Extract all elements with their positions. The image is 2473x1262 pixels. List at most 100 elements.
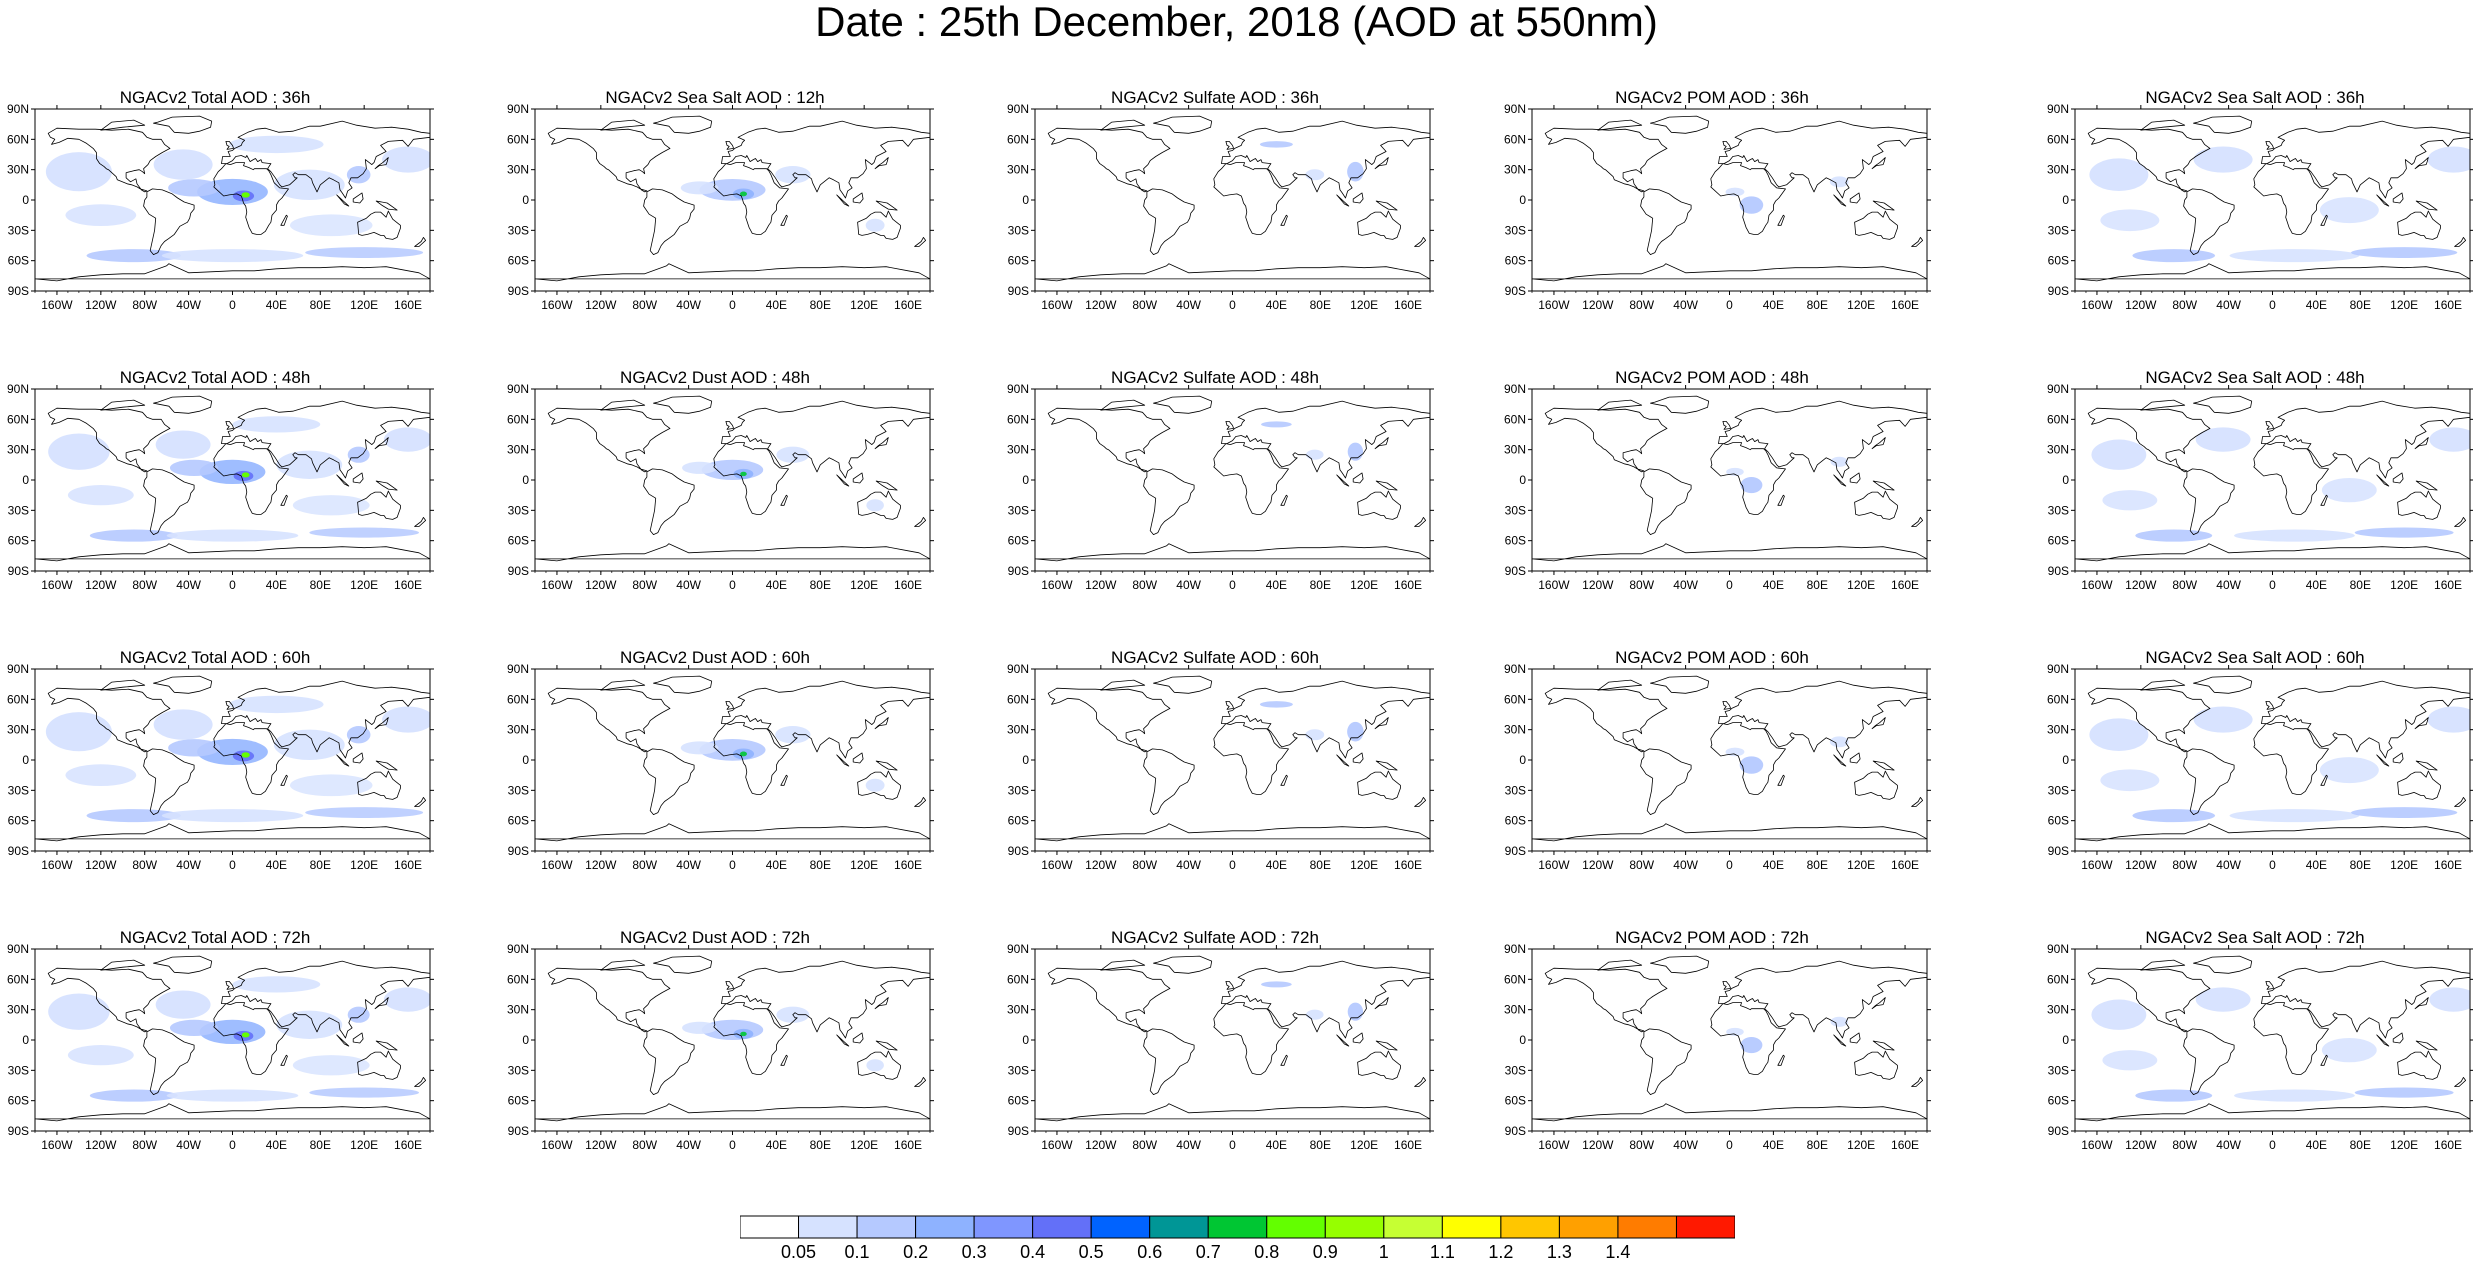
aod-field (535, 675, 930, 842)
lon-tick-label: 40W (1673, 578, 1698, 592)
panel-title: NGACv2 POM AOD : 60h (1615, 648, 1809, 667)
colorbar-level-label: 0.05 (780, 1242, 817, 1262)
coastline (1544, 967, 1668, 1033)
lon-tick-label: 120W (1085, 1138, 1117, 1152)
lon-tick-label: 160E (2434, 1138, 2462, 1152)
coastline (2454, 1076, 2467, 1087)
aod-shading (168, 739, 221, 757)
lat-tick-label: 30S (1008, 1063, 1029, 1077)
coastline (336, 474, 350, 487)
coastline (2140, 959, 2186, 971)
lon-tick-label: 80E (310, 1138, 331, 1152)
lat-tick-label: 30S (1008, 783, 1029, 797)
coastline (100, 119, 146, 131)
lon-tick-label: 160E (394, 858, 422, 872)
coastline (352, 192, 364, 204)
coastline (1374, 157, 1389, 170)
lon-tick-label: 160E (1394, 858, 1422, 872)
coastline (1143, 468, 1195, 536)
lon-tick-label: 40W (1176, 858, 1201, 872)
lat-tick-label: 90S (1008, 844, 1029, 858)
lat-tick-label: 30S (1505, 223, 1526, 237)
lon-tick-label: 40W (2216, 1138, 2241, 1152)
coastline (143, 1028, 195, 1096)
lat-tick-label: 30S (1505, 783, 1526, 797)
coastline (1640, 1028, 1692, 1096)
coastline (914, 796, 927, 807)
coastline (1597, 679, 1643, 691)
lat-tick-label: 90S (8, 1124, 29, 1138)
coastline (2261, 680, 2470, 759)
lat-tick-label: 60S (8, 254, 29, 268)
aod-shading (67, 1045, 134, 1066)
colorbar-level-label: 0.4 (1020, 1242, 1046, 1262)
lon-tick-label: 160W (1041, 1138, 1073, 1152)
coastline (357, 490, 401, 520)
lon-tick-label: 80W (132, 578, 157, 592)
coastline (47, 967, 171, 1033)
coastline (2183, 748, 2235, 816)
lon-tick-label: 160E (394, 1138, 422, 1152)
aod-shading (65, 204, 137, 227)
map-frame (2074, 668, 2471, 852)
lon-tick-label: 80E (1310, 298, 1331, 312)
lon-tick-label: 40W (176, 298, 201, 312)
colorbar-swatch (1090, 1215, 1151, 1239)
lon-tick-label: 0 (1229, 1138, 1236, 1152)
coastline (1414, 1076, 1427, 1087)
lon-tick-label: 0 (729, 858, 736, 872)
aod-shading (86, 809, 181, 823)
aod-field (35, 115, 430, 282)
lon-tick-label: 80W (632, 578, 657, 592)
lon-tick-label: 160W (541, 578, 573, 592)
aod-shading (740, 471, 747, 477)
lat-tick-label: 90S (1505, 1124, 1526, 1138)
lat-tick-label: 90N (2047, 102, 2069, 116)
lon-tick-label: 160W (541, 1138, 573, 1152)
coastline (1414, 796, 1427, 807)
coastline (143, 748, 195, 816)
lat-tick-label: 0 (22, 753, 29, 767)
coastline (852, 752, 864, 764)
coastline (857, 490, 901, 520)
aod-shading (1261, 421, 1292, 428)
coastline (213, 162, 289, 235)
coastline (1833, 754, 1847, 767)
lon-tick-label: 40E (2306, 858, 2327, 872)
lon-tick-label: 80W (132, 298, 157, 312)
aod-shading (1830, 456, 1848, 467)
coastline (374, 157, 389, 170)
coastline (2140, 119, 2186, 131)
aod-field (1035, 115, 1430, 282)
lat-tick-label: 90S (2048, 1124, 2069, 1138)
aod-shading (2427, 146, 2470, 173)
lon-tick-label: 40W (676, 298, 701, 312)
coastline (100, 399, 146, 411)
coastline (2392, 752, 2404, 764)
lat-tick-label: 0 (1022, 193, 1029, 207)
coastline (725, 701, 735, 710)
coastline (874, 437, 889, 450)
aod-shading (2351, 247, 2458, 259)
map-panel-pom-60h: NGACv2 POM AOD : 60h 90N 60N 30N 0 30S 60S 90S 1… (1497, 648, 1931, 872)
colorbar-swatch (1500, 1215, 1560, 1239)
coastline (852, 192, 864, 204)
aod-shading (2229, 249, 2360, 263)
world-map: 90N 60N 30N 0 30S 60S 90S 160W 120W 80W 40W 0 40E 80E… (2047, 662, 2473, 872)
lat-tick-label: 60S (2048, 254, 2069, 268)
map-panel-seasalt-60h: NGACv2 Sea Salt AOD : 60h 90N 60N 30N 0 30S 60… (2040, 648, 2473, 872)
coastline (357, 1050, 401, 1080)
coastline (713, 722, 789, 795)
lat-tick-label: 90S (2048, 564, 2069, 578)
lat-tick-label: 0 (22, 1033, 29, 1047)
lon-tick-label: 80E (1310, 1138, 1331, 1152)
coastline (352, 472, 364, 484)
lat-tick-label: 90N (7, 382, 29, 396)
coastline (1854, 1050, 1898, 1080)
lon-tick-label: 120W (1085, 858, 1117, 872)
world-map: 90N 60N 30N 0 30S 60S 90S 160W 120W 80W 40W 0 40E 80E… (507, 382, 934, 592)
lon-tick-label: 120E (1350, 298, 1378, 312)
lon-tick-label: 160E (2434, 578, 2462, 592)
coastline (2140, 399, 2186, 411)
lon-tick-label: 120W (2125, 858, 2157, 872)
